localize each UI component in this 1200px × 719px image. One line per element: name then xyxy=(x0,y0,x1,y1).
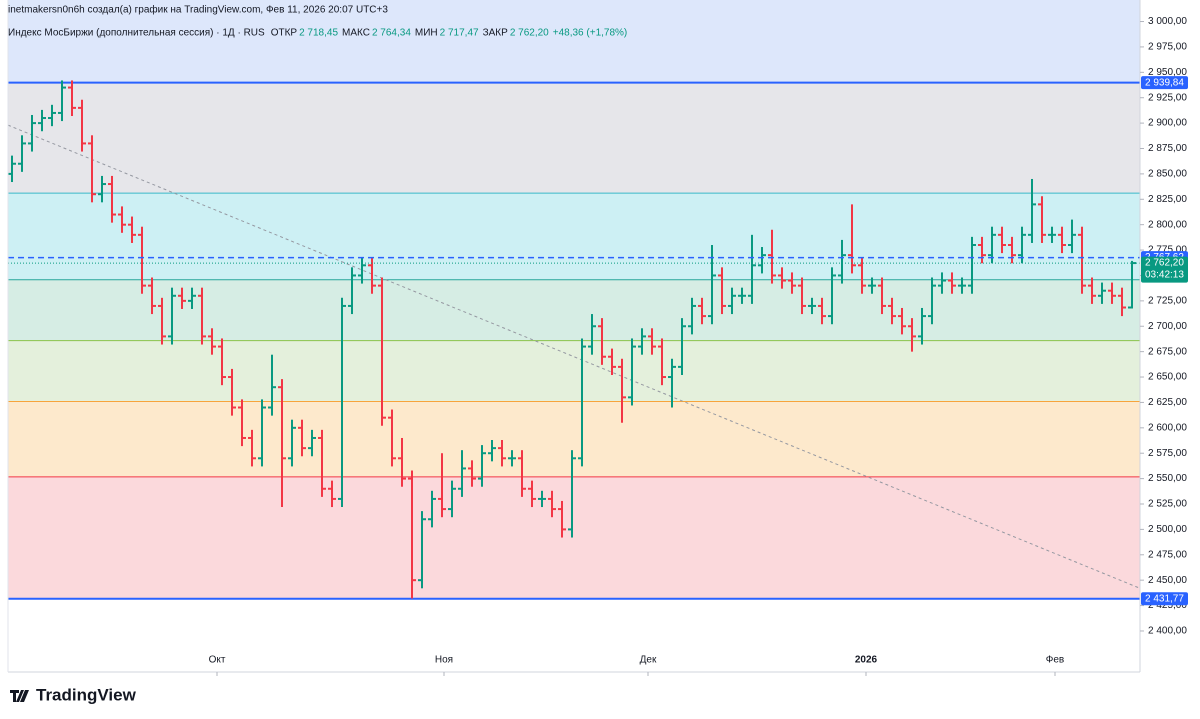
y-tick-label: 2 575,00 xyxy=(1148,448,1187,459)
y-tick-label: 2 825,00 xyxy=(1148,194,1187,205)
y-tick-label: 2 625,00 xyxy=(1148,397,1187,408)
brand-name: TradingView xyxy=(36,685,137,704)
y-tick-label: 2 775,00 xyxy=(1148,245,1187,256)
price-label-box xyxy=(1141,256,1188,283)
y-tick-label: 2 925,00 xyxy=(1148,92,1187,103)
y-tick-label: 2 400,00 xyxy=(1148,626,1187,637)
y-tick-label: 2 725,00 xyxy=(1148,295,1187,306)
header: inetmakersn0n6h создал(а) график на Trad… xyxy=(8,4,388,16)
price-label-time: 03:42:13 xyxy=(1145,270,1184,281)
y-tick-label: 2 525,00 xyxy=(1148,499,1187,510)
legend-key: МАКС xyxy=(342,28,370,39)
x-tick-label: 2026 xyxy=(855,655,878,666)
y-tick-label: 2 675,00 xyxy=(1148,346,1187,357)
y-tick-label: 2 650,00 xyxy=(1148,372,1187,383)
y-tick-label: 2 450,00 xyxy=(1148,575,1187,586)
x-tick-label: Дек xyxy=(640,655,657,666)
zone-fill xyxy=(8,476,1140,599)
zone-fill xyxy=(8,193,1140,280)
symbol: Индекс МосБиржи (дополнительная сессия) … xyxy=(8,28,265,39)
price-label: 2 431,77 xyxy=(1145,593,1184,604)
y-tick-label: 2 550,00 xyxy=(1148,473,1187,484)
price-label: 2 762,20 xyxy=(1145,258,1184,269)
legend-value: 2 764,34 xyxy=(372,28,411,39)
x-tick-label: Фев xyxy=(1046,655,1064,666)
zone-fill xyxy=(8,401,1140,477)
legend-key: МИН xyxy=(415,28,438,39)
logo xyxy=(10,690,29,702)
legend-key: ЗАКР xyxy=(483,28,509,39)
zone-fill xyxy=(8,279,1140,341)
x-tick-label: Окт xyxy=(209,655,226,666)
y-tick-label: 3 000,00 xyxy=(1148,16,1187,27)
y-tick-label: 2 600,00 xyxy=(1148,422,1187,433)
y-tick-label: 2 875,00 xyxy=(1148,143,1187,154)
legend: Индекс МосБиржи (дополнительная сессия) … xyxy=(8,28,627,39)
y-tick-label: 2 850,00 xyxy=(1148,169,1187,180)
legend-key: ОТКР xyxy=(271,28,298,39)
y-tick-label: 2 425,00 xyxy=(1148,600,1187,611)
y-tick-label: 2 950,00 xyxy=(1148,67,1187,78)
zone-fill xyxy=(8,0,1140,83)
legend-value: 2 717,47 xyxy=(440,28,479,39)
brand: TradingView xyxy=(10,685,137,704)
legend-value: 2 762,20 xyxy=(510,28,549,39)
price-label: 2 939,84 xyxy=(1145,77,1184,88)
y-tick-label: 2 500,00 xyxy=(1148,524,1187,535)
legend-value: 2 718,45 xyxy=(299,28,338,39)
y-tick-label: 2 475,00 xyxy=(1148,549,1187,560)
x-tick-label: Ноя xyxy=(435,655,453,666)
y-tick-label: 2 900,00 xyxy=(1148,118,1187,129)
price-label-box xyxy=(1141,76,1188,90)
y-tick-label: 2 700,00 xyxy=(1148,321,1187,332)
price-label-box xyxy=(1141,592,1188,606)
legend-change: +48,36 (+1,78%) xyxy=(553,28,628,39)
y-tick-label: 2 800,00 xyxy=(1148,219,1187,230)
plot xyxy=(7,0,1141,600)
y-tick-label: 2 975,00 xyxy=(1148,42,1187,53)
zone-fill xyxy=(8,340,1140,402)
zone-fill xyxy=(8,82,1140,194)
